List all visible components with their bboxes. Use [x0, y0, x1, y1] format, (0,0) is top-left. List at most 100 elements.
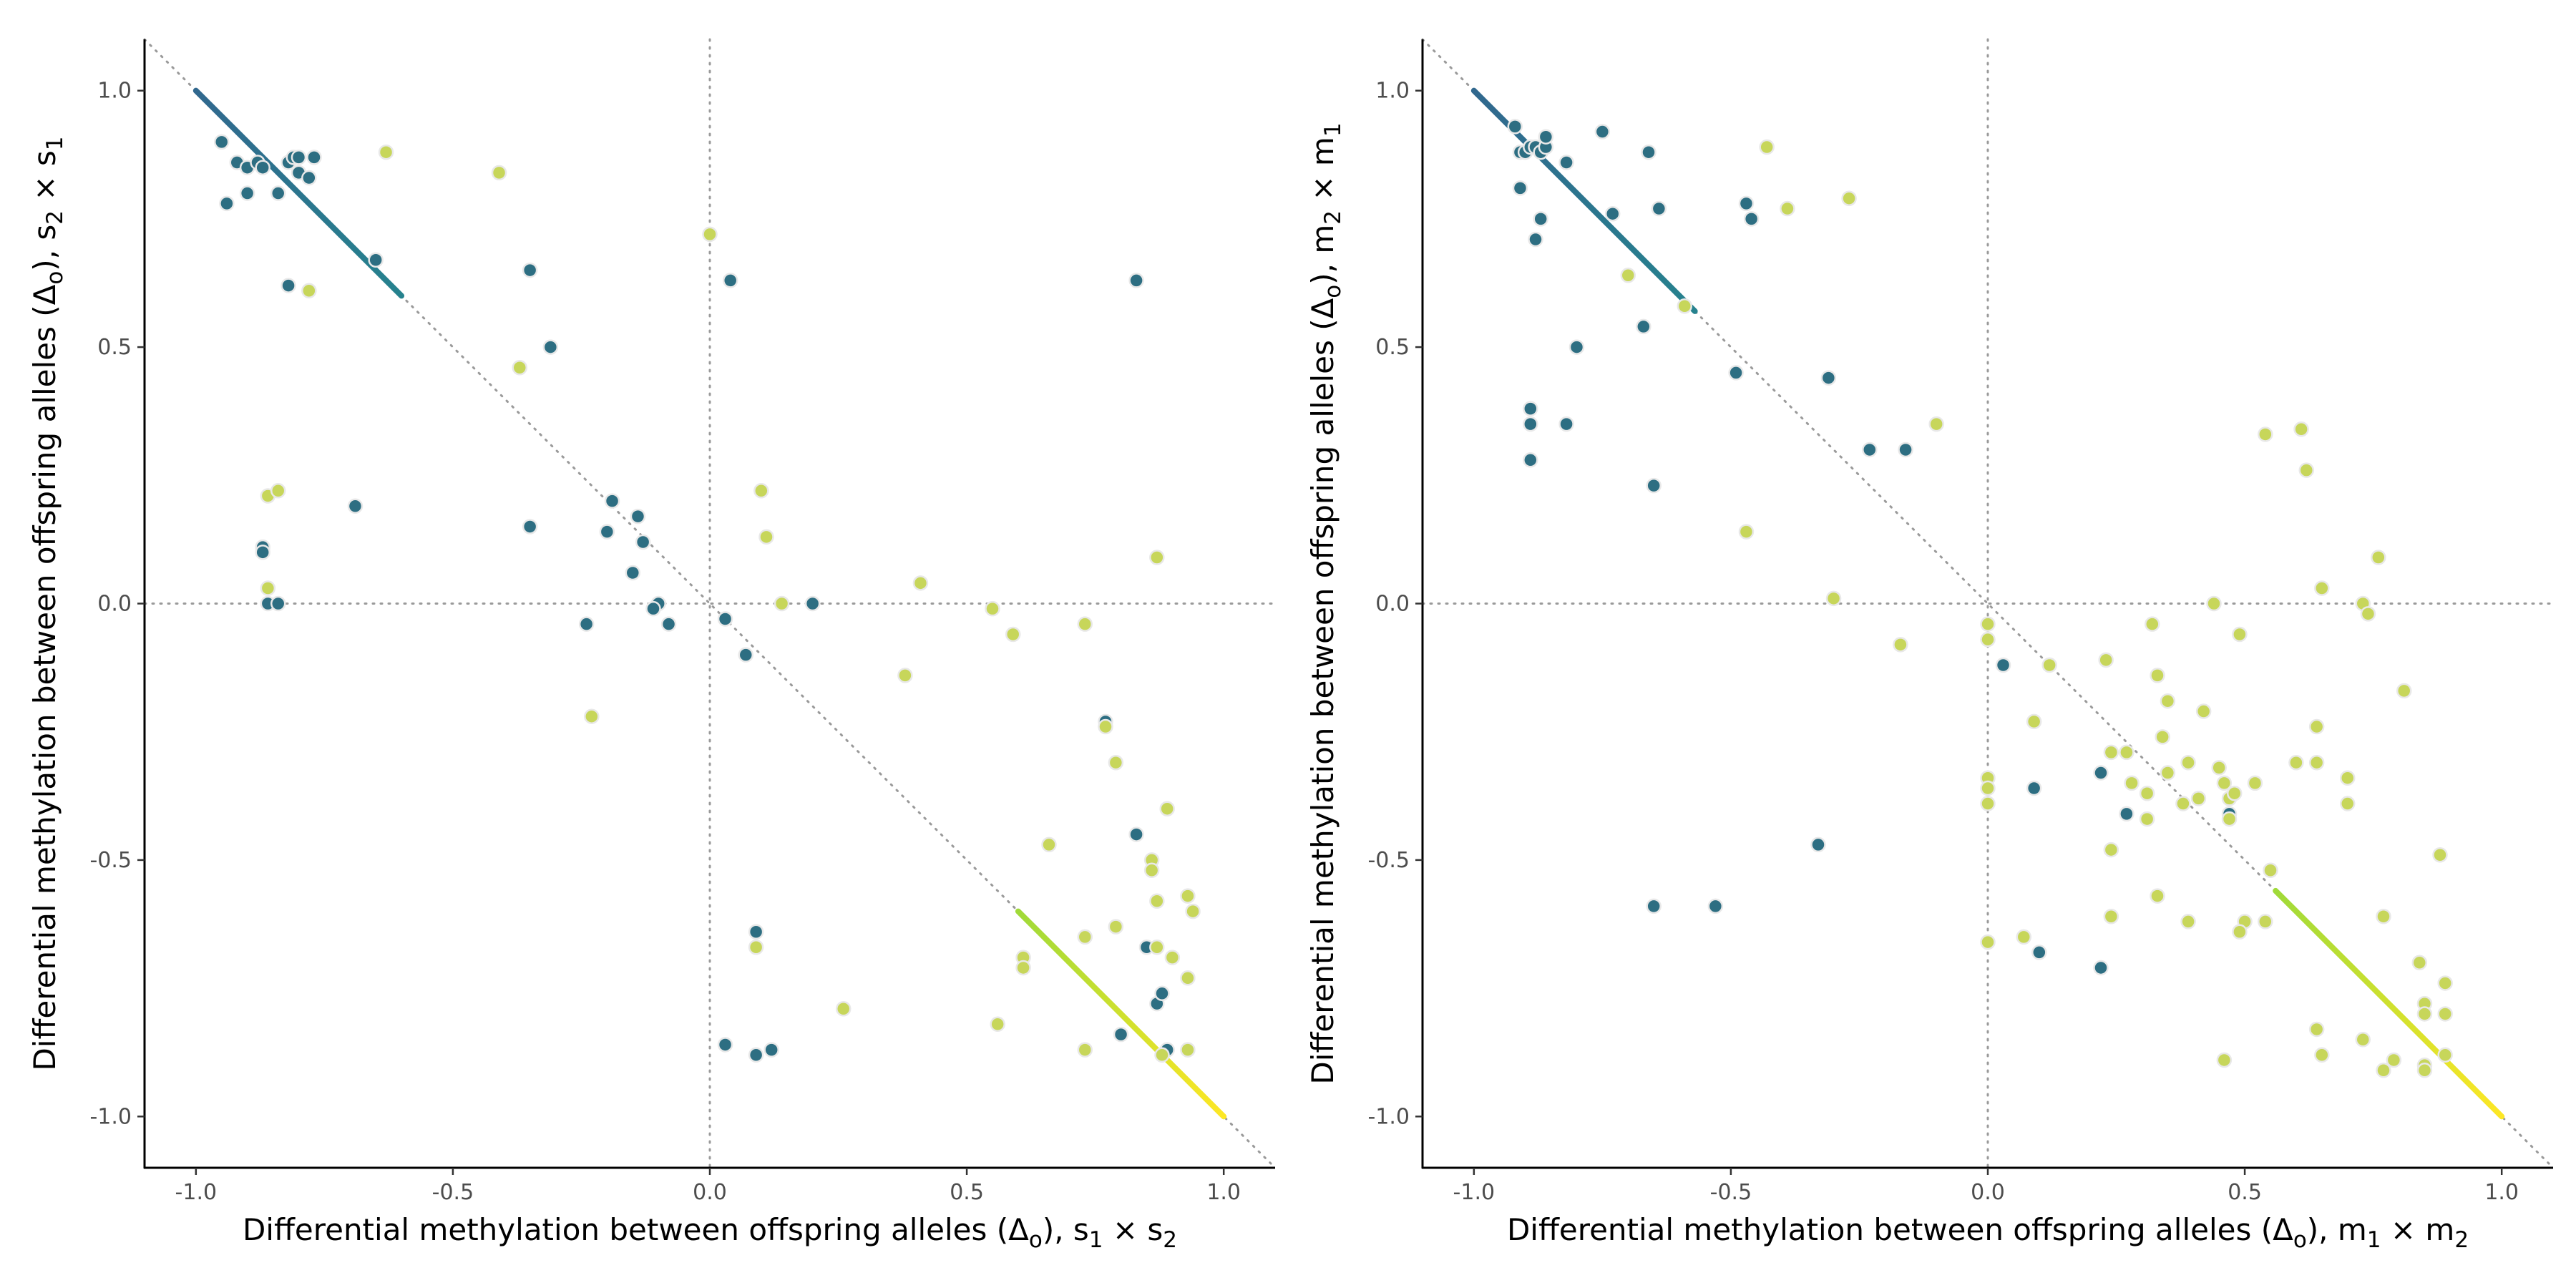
data-point [774, 595, 790, 612]
data-point [1113, 1026, 1129, 1043]
data-point [722, 273, 738, 288]
data-point [2263, 862, 2278, 878]
data-point [1077, 616, 1093, 632]
data-point [985, 600, 1000, 617]
data-point [2308, 718, 2325, 735]
data-point [1098, 718, 1113, 735]
data-point [1180, 1042, 1196, 1058]
x-tick-label: -0.5 [432, 1180, 474, 1205]
data-point [1528, 231, 1543, 248]
data-point [1810, 836, 1826, 853]
data-point [347, 498, 364, 514]
data-point [1646, 477, 1662, 494]
data-point [1015, 960, 1031, 976]
data-point [2396, 683, 2412, 699]
data-point [1728, 365, 1744, 381]
data-point [1154, 1047, 1170, 1063]
data-point [2155, 729, 2170, 745]
data-point [1077, 1042, 1093, 1058]
data-point [2093, 960, 2109, 976]
data-point [491, 165, 507, 181]
data-point [1041, 836, 1057, 853]
data-point [578, 616, 595, 632]
x-tick-label: -1.0 [175, 1180, 218, 1205]
data-point [306, 150, 322, 165]
data-point [2247, 775, 2263, 791]
data-point [1604, 205, 1621, 222]
data-point [1159, 801, 1175, 816]
data-point [1154, 985, 1170, 1002]
data-point [702, 226, 718, 243]
data-point [1558, 416, 1574, 432]
data-point [1980, 616, 1996, 632]
x-tick-label: -1.0 [1453, 1180, 1496, 1205]
data-point [2160, 765, 2176, 781]
data-point [1594, 124, 1611, 140]
data-point [1523, 452, 1538, 468]
data-point [270, 483, 286, 499]
data-point [1646, 898, 1662, 914]
data-point [2437, 975, 2453, 991]
data-point [748, 924, 764, 940]
x-tick-label: 0.0 [1971, 1180, 2005, 1205]
y-tick-label: 0.5 [97, 335, 132, 360]
data-point [1636, 318, 1652, 335]
data-point [2411, 955, 2428, 971]
data-point [1820, 370, 1837, 386]
data-points [213, 134, 1201, 1063]
data-point [1759, 139, 1775, 155]
data-point [219, 195, 235, 212]
data-point [2119, 744, 2135, 761]
data-point [2432, 847, 2448, 863]
data-point [1841, 190, 1857, 206]
x-tick-label: 1.0 [1206, 1180, 1241, 1205]
data-point [748, 1047, 764, 1063]
data-point [2211, 760, 2227, 776]
data-point [2416, 1063, 2433, 1078]
data-point [753, 483, 769, 499]
data-point [2355, 1032, 2371, 1048]
data-point [522, 519, 538, 535]
x-tick-label: 0.0 [693, 1180, 727, 1205]
data-point [1980, 631, 1996, 648]
data-point [301, 170, 317, 186]
data-point [1523, 401, 1538, 416]
data-point [990, 1016, 1005, 1033]
data-point [763, 1042, 779, 1058]
data-point [1980, 780, 1996, 796]
data-point [2376, 909, 2391, 924]
y-axis-title: Differential methylation between offspri… [27, 136, 68, 1070]
data-point [717, 1037, 733, 1053]
data-point [1180, 970, 1196, 986]
data-point [1928, 416, 1944, 432]
data-point [1893, 637, 1908, 653]
y-tick-label: -0.5 [89, 848, 132, 873]
data-point [645, 600, 661, 617]
data-point [2195, 703, 2212, 719]
data-point [584, 708, 600, 724]
gradient-segment [1015, 908, 1227, 1120]
data-point [512, 360, 528, 376]
data-point [1077, 929, 1093, 945]
data-points [1507, 119, 2453, 1078]
data-point [2216, 1052, 2233, 1068]
data-point [1995, 657, 2011, 673]
data-point [1108, 754, 1124, 771]
gradient-segment [2273, 887, 2505, 1120]
y-tick-label: -0.5 [1367, 848, 1410, 873]
data-point [897, 668, 913, 683]
data-point [368, 252, 384, 268]
data-point [2416, 1006, 2433, 1022]
data-point [2124, 775, 2140, 791]
data-point [270, 595, 286, 612]
data-point [1180, 888, 1196, 904]
gradient-segment [1470, 87, 1698, 314]
data-point [2232, 626, 2248, 643]
data-point [2175, 796, 2191, 811]
data-point [2145, 616, 2160, 632]
data-point [599, 524, 615, 540]
data-point [2371, 550, 2386, 565]
data-point [1523, 416, 1538, 432]
data-point [1898, 441, 1913, 458]
data-point [2376, 1063, 2391, 1078]
